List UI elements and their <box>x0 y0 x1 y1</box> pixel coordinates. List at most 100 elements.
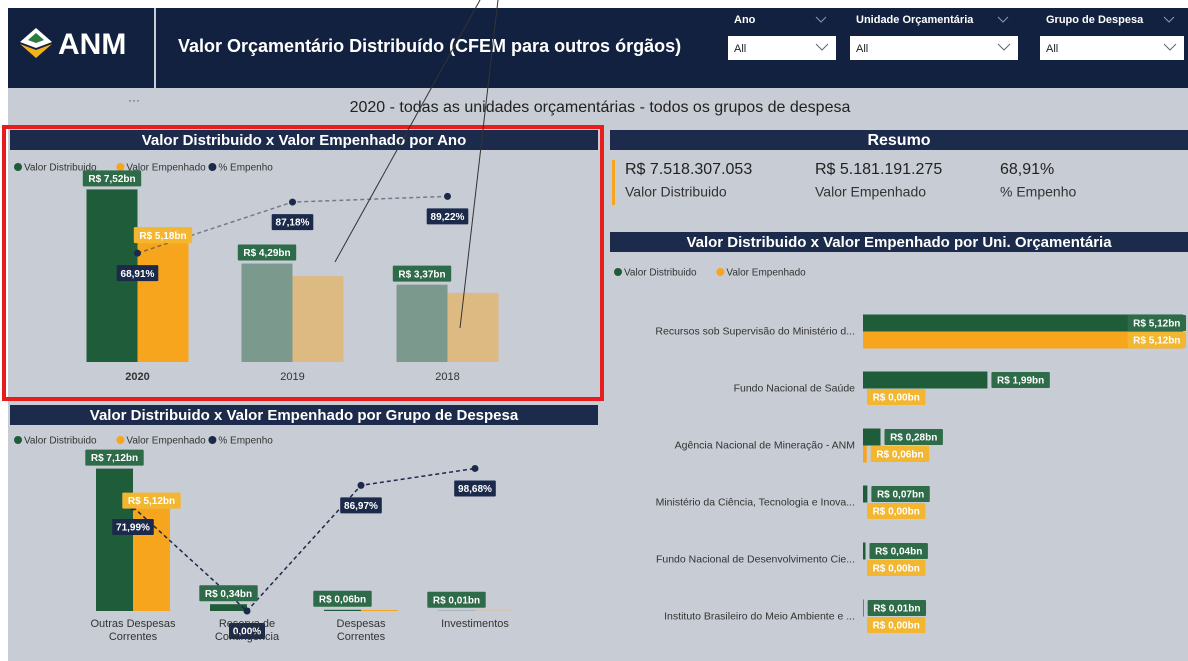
filter-dropdown[interactable] <box>1040 36 1184 60</box>
value-label: R$ 5,18bn <box>139 231 186 242</box>
value-label: R$ 7,52bn <box>88 174 135 185</box>
header-title: Valor Orçamentário Distribuído (CFEM par… <box>178 36 681 56</box>
value-label: R$ 0,06bn <box>876 450 923 461</box>
percent-label: 86,97% <box>344 501 378 512</box>
value-label-bg <box>869 543 928 559</box>
subtitle: 2020 - todas as unidades orçamentárias -… <box>350 99 851 116</box>
legend-marker <box>208 436 217 444</box>
filter-dropdown[interactable] <box>728 36 836 60</box>
value-label-bg <box>199 585 258 602</box>
legend-marker <box>716 268 725 276</box>
value-label-bg <box>884 429 943 445</box>
value-label-bg <box>867 617 926 633</box>
panel-title: Valor Distribuido x Valor Empenhado por … <box>142 132 467 149</box>
value-label: R$ 0,00bn <box>873 564 920 575</box>
legend-label: Valor Empenhado <box>726 268 806 279</box>
summary-label: Valor Distribuido <box>625 184 727 200</box>
bar <box>863 599 864 617</box>
value-label: R$ 7,12bn <box>91 453 138 464</box>
value-label: R$ 5,12bn <box>128 496 175 507</box>
bar <box>863 331 1184 349</box>
bar <box>863 542 866 560</box>
filter-chevron <box>997 43 1011 51</box>
bar <box>137 243 189 362</box>
filter-chevron <box>1163 16 1175 23</box>
summary-value: R$ 7.518.307.053 <box>625 161 752 178</box>
x-tick-label: Outras Despesas Correntes <box>90 618 176 643</box>
bar <box>863 371 988 389</box>
value-label-bg <box>991 372 1050 388</box>
percent-label-bg <box>426 208 469 225</box>
percent-label: 87,18% <box>276 218 310 229</box>
value-label-bg <box>237 244 297 261</box>
annotation-arrow <box>459 0 499 329</box>
line-point <box>134 249 141 257</box>
x-tick-label: 2019 <box>280 371 304 383</box>
value-label: R$ 0,01bn <box>873 604 920 615</box>
x-tick-label: 2018 <box>435 371 459 383</box>
value-label-bg <box>122 492 181 509</box>
bar <box>210 604 247 611</box>
panel-title-bar <box>610 232 1188 252</box>
legend-marker <box>208 163 217 171</box>
summary-label: Valor Empenhado <box>815 184 926 200</box>
panel-title-bar <box>10 130 598 150</box>
filter-chevron <box>815 43 829 51</box>
value-label: R$ 0,00bn <box>873 507 920 518</box>
percent-label-bg <box>271 214 314 231</box>
filter-chevron <box>1163 43 1177 51</box>
legend-marker <box>14 163 22 171</box>
value-label: R$ 0,28bn <box>890 433 937 444</box>
legend-label: Valor Distribuido <box>24 163 97 174</box>
value-label-bg <box>427 591 486 608</box>
filter-value: All <box>734 43 746 55</box>
value-label-bg <box>871 486 930 502</box>
legend-label: Valor Distribuido <box>624 268 697 279</box>
value-label-bg <box>1127 315 1186 331</box>
more-dots[interactable]: ··· <box>128 93 140 107</box>
legend-marker <box>116 163 125 171</box>
line <box>132 467 476 613</box>
summary-title: Resumo <box>867 132 930 149</box>
x-tick-label: Investimentos <box>441 618 509 630</box>
panel-title: Valor Distribuido x Valor Empenhado por … <box>686 234 1112 251</box>
highlight-box <box>2 125 604 401</box>
bar <box>292 276 344 362</box>
legend-marker <box>116 436 125 444</box>
value-label-bg <box>313 590 372 607</box>
legend-label: % Empenho <box>218 163 273 174</box>
summary-value: 68,91% <box>1000 161 1054 178</box>
percent-label: 0,00% <box>233 627 261 638</box>
y-tick-label: Instituto Brasileiro do Meio Ambiente e … <box>664 610 855 622</box>
x-tick-label: 2020 <box>125 371 149 383</box>
percent-label: 71,99% <box>116 523 150 534</box>
value-label: R$ 0,00bn <box>873 393 920 404</box>
value-label-bg <box>85 449 144 466</box>
filter-label: Ano <box>734 14 756 26</box>
legend-marker <box>614 268 622 276</box>
annotation-arrow <box>334 0 481 263</box>
filter-chevron <box>815 16 827 23</box>
value-label-bg <box>867 600 927 616</box>
value-label: R$ 4,29bn <box>243 248 290 259</box>
filter-dropdown[interactable] <box>850 36 1018 60</box>
y-tick-label: Recursos sob Supervisão do Ministério d.… <box>655 325 855 337</box>
value-label-bg <box>867 560 926 576</box>
filter-value: All <box>856 43 868 55</box>
line-point <box>444 192 451 200</box>
filter-label: Grupo de Despesa <box>1046 14 1144 26</box>
percent-label-bg <box>229 623 265 639</box>
logo-text: ANM <box>58 28 126 61</box>
logo-icon <box>28 33 44 43</box>
summary-label: % Empenho <box>1000 184 1076 200</box>
legend-label: Valor Distribuido <box>24 436 97 447</box>
value-label: R$ 0,01bn <box>433 595 480 606</box>
legend-label: Valor Empenhado <box>126 163 206 174</box>
value-label: R$ 5,12bn <box>1133 319 1180 330</box>
value-label-bg <box>1127 332 1186 348</box>
value-label-bg <box>392 265 452 282</box>
value-label-bg <box>82 170 142 187</box>
value-label: R$ 3,37bn <box>398 269 445 280</box>
filter-value: All <box>1046 43 1058 55</box>
